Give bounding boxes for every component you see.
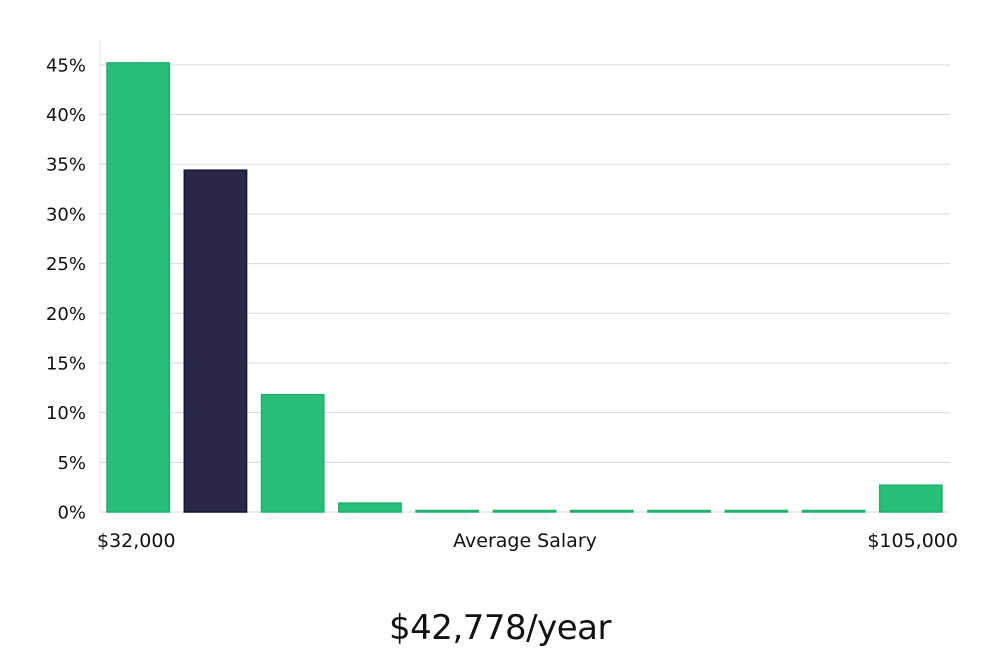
bars bbox=[106, 62, 943, 513]
x-min-label: $32,000 bbox=[97, 530, 176, 552]
histogram-bar-highlighted bbox=[183, 169, 248, 513]
histogram-bar bbox=[878, 484, 943, 513]
histogram-bar bbox=[260, 393, 325, 513]
y-tick-label: 10% bbox=[46, 403, 86, 424]
histogram-bar bbox=[724, 509, 789, 513]
y-tick-label: 35% bbox=[46, 155, 86, 176]
histogram-bar bbox=[569, 509, 634, 513]
y-tick-label: 40% bbox=[46, 105, 86, 126]
y-axis-ticks: 0% 5% 10% 15% 20% 25% 30% 35% 40% 45% bbox=[46, 55, 86, 523]
histogram-bar bbox=[492, 509, 557, 513]
histogram-bar bbox=[801, 509, 866, 513]
x-axis-title: Average Salary bbox=[453, 530, 597, 552]
y-tick-label: 20% bbox=[46, 304, 86, 325]
x-max-label: $105,000 bbox=[867, 530, 958, 552]
histogram-bar bbox=[106, 62, 171, 513]
histogram-bar bbox=[647, 509, 711, 513]
y-tick-label: 25% bbox=[46, 254, 86, 275]
y-tick-label: 5% bbox=[57, 453, 86, 474]
average-salary-headline: $42,778/year bbox=[389, 608, 611, 648]
y-tick-label: 30% bbox=[46, 204, 86, 225]
salary-histogram: 0% 5% 10% 15% 20% 25% 30% 35% 40% 45% $32,000 Ave… bbox=[46, 40, 958, 552]
y-tick-label: 45% bbox=[46, 55, 86, 76]
y-tick-label: 15% bbox=[46, 353, 86, 374]
histogram-bar bbox=[338, 502, 402, 513]
y-tick-label: 0% bbox=[57, 503, 86, 524]
histogram-bar bbox=[415, 509, 480, 513]
